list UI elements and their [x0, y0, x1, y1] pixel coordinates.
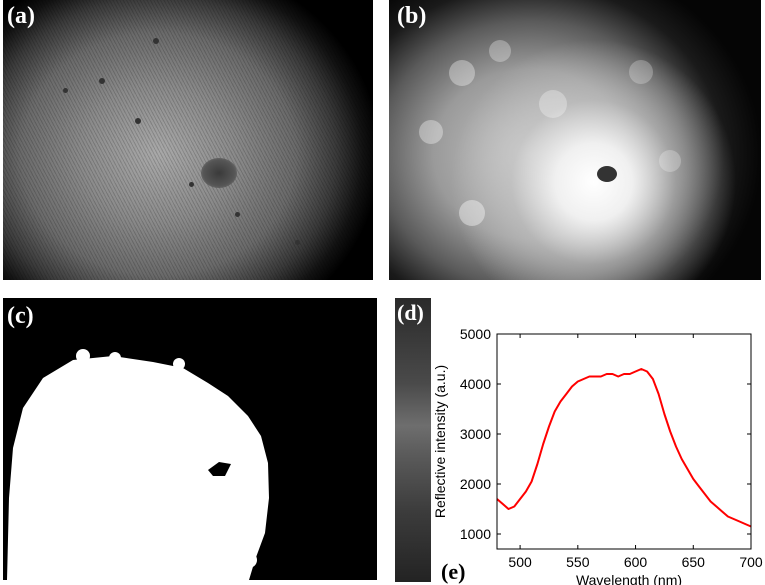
bright-blob	[459, 200, 485, 226]
y-axis-label: Reflective intensity (a.u.)	[432, 365, 448, 518]
bright-blob	[419, 120, 443, 144]
bright-blob	[539, 90, 567, 118]
dark-spot	[99, 78, 105, 84]
dark-spot	[135, 118, 141, 124]
x-tick-label: 550	[566, 554, 590, 570]
spectrum-chart: 500 550 600 650 700 1000 2000 3000 4000 5000 Wavel…	[432, 326, 763, 585]
plot-frame	[496, 333, 752, 550]
dark-spot	[189, 182, 194, 187]
y-tick-label: 4000	[460, 376, 491, 392]
y-tick-label: 3000	[460, 426, 491, 442]
image-panel-a: (a)	[3, 0, 373, 280]
mask-panel-c: (c)	[3, 298, 377, 580]
dark-spot	[201, 158, 237, 188]
dark-spot	[295, 240, 300, 245]
spectral-strip-d: (d)	[395, 298, 431, 582]
x-tick-label: 700	[739, 554, 763, 570]
dark-spot	[153, 38, 159, 44]
series-line-0	[496, 368, 752, 528]
bright-blob	[629, 60, 653, 84]
dark-spot	[63, 88, 68, 93]
panel-label-e: (e)	[441, 559, 465, 584]
bright-blob	[489, 40, 511, 62]
x-tick-label: 650	[682, 554, 706, 570]
dark-spot	[597, 166, 617, 182]
panel-label-c: (c)	[7, 303, 34, 329]
mask-shape	[7, 349, 269, 580]
bright-blob	[659, 150, 681, 172]
y-tick-label: 5000	[460, 326, 491, 342]
x-tick-label: 600	[624, 554, 648, 570]
x-axis-label: Wavelength (nm)	[576, 572, 682, 585]
dark-spot	[235, 212, 240, 217]
y-tick-label: 1000	[460, 526, 491, 542]
bright-blob	[449, 60, 475, 86]
x-tick-label: 500	[508, 554, 532, 570]
y-tick-label: 2000	[460, 476, 491, 492]
panel-label-d: (d)	[397, 300, 424, 325]
image-panel-b: (b)	[389, 0, 761, 280]
panel-label-a: (a)	[7, 3, 35, 29]
panel-label-b: (b)	[397, 3, 427, 29]
